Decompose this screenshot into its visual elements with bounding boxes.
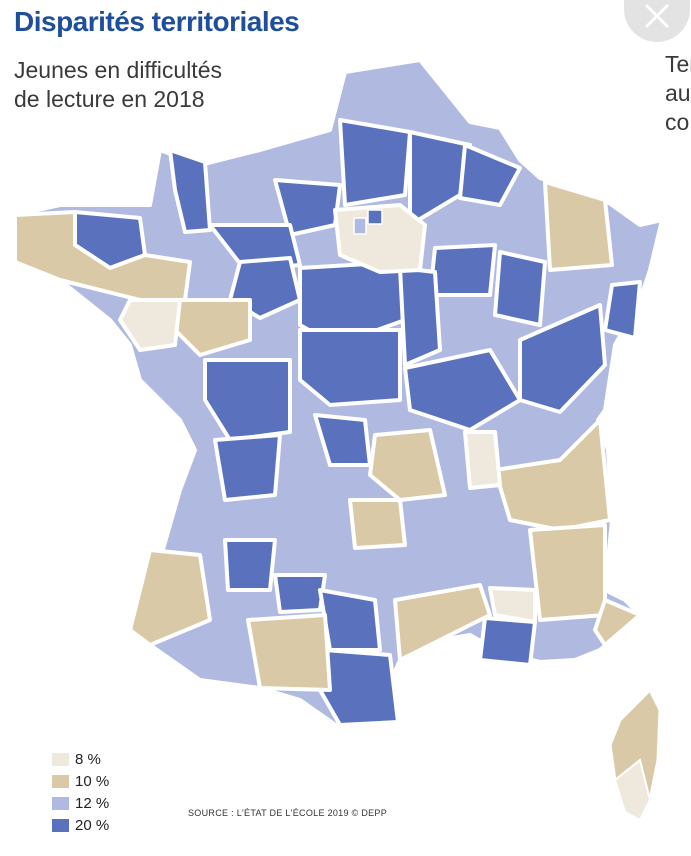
legend-label: 10 % xyxy=(75,772,110,790)
source-credit: SOURCE : L'ÉTAT DE L'ÉCOLE 2019 © DEPP xyxy=(188,808,388,818)
region-20-pct xyxy=(403,348,522,432)
region-8-pct xyxy=(463,430,502,490)
page-title: Disparités territoriales xyxy=(14,6,300,37)
legend-item: 8 % xyxy=(52,748,109,770)
region-20-pct xyxy=(518,303,607,414)
legend-item: 20 % xyxy=(52,814,109,836)
close-icon xyxy=(644,3,670,29)
region-20-pct xyxy=(428,243,497,297)
legend-swatch-8 xyxy=(52,752,69,766)
region-20-pct xyxy=(493,250,547,327)
legend-swatch-12 xyxy=(52,796,69,810)
region-20-pct xyxy=(398,266,442,367)
page-subtitle: Jeunes en difficultés de lecture en 2018 xyxy=(14,56,274,114)
cut-off-line-1: Ter xyxy=(665,51,691,77)
legend-label: 12 % xyxy=(75,794,110,812)
region-10-pct xyxy=(393,583,492,662)
cut-off-line-3: co xyxy=(665,109,690,135)
subtitle-line-1: Jeunes en difficultés xyxy=(14,57,222,83)
corsica-south xyxy=(613,758,652,822)
region-20-pct xyxy=(603,280,642,340)
legend-swatch-20 xyxy=(52,818,69,832)
legend-label: 20 % xyxy=(75,816,110,834)
region-10-pct xyxy=(128,548,212,647)
subtitle-line-2: de lecture en 2018 xyxy=(14,86,205,112)
region-20-pct xyxy=(168,148,212,234)
paris-area-20-pct xyxy=(367,209,383,225)
region-8-pct xyxy=(118,298,182,352)
region-20-pct xyxy=(223,538,277,592)
region-20-pct xyxy=(338,118,412,207)
region-10-pct xyxy=(348,498,407,550)
paris-area-12-pct xyxy=(353,217,367,235)
region-10-pct xyxy=(368,428,447,502)
region-10-pct xyxy=(246,613,332,692)
legend-swatch-10 xyxy=(52,774,69,788)
region-8-pct xyxy=(488,586,537,624)
region-20-pct xyxy=(478,616,537,667)
region-20-pct xyxy=(273,573,327,614)
cut-off-text: Ter au co xyxy=(665,50,691,137)
region-20-pct xyxy=(298,328,402,407)
legend-label: 8 % xyxy=(75,750,101,768)
region-10-pct xyxy=(528,523,607,622)
region-10-pct xyxy=(543,180,614,272)
cut-off-line-2: au xyxy=(665,80,691,106)
region-10-pct xyxy=(13,210,192,302)
region-20-pct xyxy=(213,433,282,502)
legend: 8 % 10 % 12 % 20 % xyxy=(52,748,109,836)
legend-item: 10 % xyxy=(52,770,109,792)
region-10-pct xyxy=(493,418,612,532)
region-10-pct xyxy=(593,598,642,647)
legend-item: 12 % xyxy=(52,792,109,814)
region-20-pct xyxy=(318,588,382,652)
region-20-pct xyxy=(458,143,522,207)
